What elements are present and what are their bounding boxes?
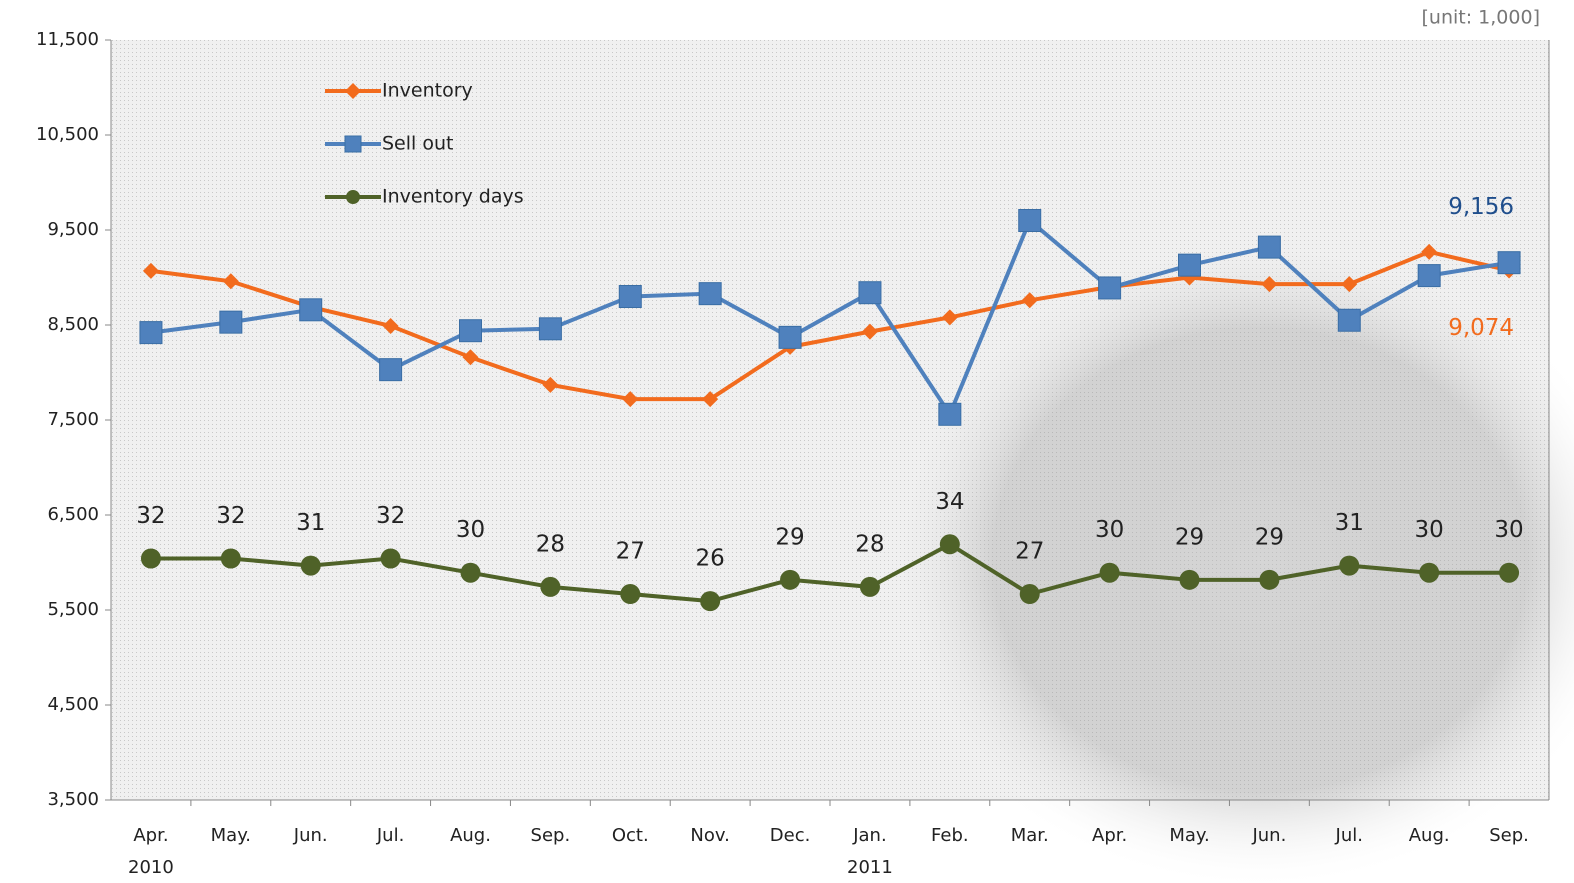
y-tick-label: 9,500 (47, 219, 99, 240)
legend-label: Sell out (382, 133, 453, 155)
data-label: 32 (136, 503, 165, 529)
y-tick-label: 6,500 (47, 504, 99, 525)
circle-marker (1499, 563, 1519, 583)
year-label: 2011 (847, 857, 893, 878)
square-marker (1099, 277, 1121, 299)
x-tick-label: Sep. (1489, 825, 1529, 846)
legend-label: Inventory (382, 80, 473, 102)
y-tick-label: 8,500 (47, 314, 99, 335)
data-label: 30 (456, 517, 485, 543)
circle-marker (301, 556, 321, 576)
x-tick-label: Dec. (770, 825, 811, 846)
data-label: 30 (1415, 517, 1444, 543)
data-label: 32 (376, 503, 405, 529)
x-tick-label: Aug. (1409, 825, 1450, 846)
data-label: 28 (855, 531, 884, 557)
unit-note: [unit: 1,000] (1422, 7, 1540, 29)
square-marker (220, 311, 242, 333)
square-marker (779, 326, 801, 348)
circle-marker (381, 549, 401, 569)
data-label: 32 (216, 503, 245, 529)
square-marker (300, 299, 322, 321)
circle-marker (1100, 563, 1120, 583)
chart: [unit: 1,000] 3,500 4,500 5,500 6,500 7,500 8… (0, 0, 1574, 883)
square-marker (859, 282, 881, 304)
data-label: 28 (536, 531, 565, 557)
x-tick-label: Sep. (531, 825, 571, 846)
data-label: 26 (696, 546, 725, 572)
data-label: 30 (1095, 517, 1124, 543)
year-label: 2010 (128, 857, 174, 878)
data-label: 29 (775, 524, 804, 550)
x-tick-label: Jul. (376, 825, 404, 846)
circle-marker (700, 591, 720, 611)
x-tick-label: May. (1169, 825, 1209, 846)
data-label: 29 (1255, 524, 1284, 550)
y-tick-label: 7,500 (47, 409, 99, 430)
x-tick-label: Aug. (450, 825, 491, 846)
square-marker (460, 320, 482, 342)
data-label: 27 (1015, 539, 1044, 565)
data-label: 29 (1175, 524, 1204, 550)
data-label: 31 (296, 510, 325, 536)
x-tick-label: Jun. (1251, 825, 1286, 846)
x-tick-label: Oct. (612, 825, 649, 846)
x-tick-label: Jan. (852, 825, 886, 846)
circle-marker (1180, 570, 1200, 590)
square-marker (1019, 210, 1041, 232)
circle-marker (141, 549, 161, 569)
circle-marker (940, 534, 960, 554)
square-marker (140, 322, 162, 344)
y-tick-label: 4,500 (47, 694, 99, 715)
data-label: 34 (935, 489, 964, 515)
x-tick-label: Jun. (293, 825, 328, 846)
legend-label: Inventory days (382, 186, 524, 208)
square-marker (1179, 254, 1201, 276)
x-tick-label: Mar. (1011, 825, 1049, 846)
data-label: 27 (616, 539, 645, 565)
data-label: 9,074 (1448, 315, 1514, 341)
y-tick-label: 11,500 (36, 29, 99, 50)
circle-marker (1339, 556, 1359, 576)
y-tick-label: 3,500 (47, 789, 99, 810)
circle-marker (620, 584, 640, 604)
legend-marker (346, 190, 360, 204)
square-marker (1338, 309, 1360, 331)
square-marker (380, 359, 402, 381)
circle-marker (1020, 584, 1040, 604)
y-tick-label: 5,500 (47, 599, 99, 620)
x-tick-label: Apr. (133, 825, 168, 846)
square-marker (1498, 252, 1520, 274)
circle-marker (540, 577, 560, 597)
x-tick-label: Apr. (1092, 825, 1127, 846)
y-tick-label: 10,500 (36, 124, 99, 145)
circle-marker (780, 570, 800, 590)
square-marker (699, 283, 721, 305)
square-marker (1258, 236, 1280, 258)
circle-marker (1259, 570, 1279, 590)
square-marker (939, 403, 961, 425)
data-label: 9,156 (1448, 194, 1514, 220)
circle-marker (1419, 563, 1439, 583)
circle-marker (221, 549, 241, 569)
data-label: 31 (1335, 510, 1364, 536)
legend-marker (345, 136, 361, 152)
x-tick-label: Jul. (1335, 825, 1363, 846)
circle-marker (860, 577, 880, 597)
square-marker (1418, 265, 1440, 287)
x-tick-label: Nov. (690, 825, 729, 846)
square-marker (619, 286, 641, 308)
circle-marker (461, 563, 481, 583)
square-marker (539, 318, 561, 340)
x-tick-label: May. (211, 825, 251, 846)
x-tick-label: Feb. (931, 825, 969, 846)
data-label: 30 (1494, 517, 1523, 543)
